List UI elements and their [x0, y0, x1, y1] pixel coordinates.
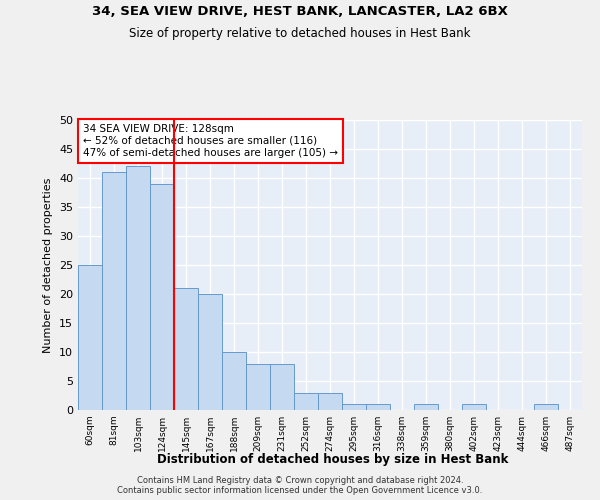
Bar — [102, 172, 126, 410]
Bar — [126, 166, 150, 410]
Text: 34 SEA VIEW DRIVE: 128sqm
← 52% of detached houses are smaller (116)
47% of semi: 34 SEA VIEW DRIVE: 128sqm ← 52% of detac… — [83, 124, 338, 158]
Bar — [270, 364, 294, 410]
Bar — [342, 404, 366, 410]
Bar — [174, 288, 198, 410]
Bar — [414, 404, 438, 410]
Bar — [198, 294, 222, 410]
Bar — [78, 265, 102, 410]
Text: 34, SEA VIEW DRIVE, HEST BANK, LANCASTER, LA2 6BX: 34, SEA VIEW DRIVE, HEST BANK, LANCASTER… — [92, 5, 508, 18]
Text: Distribution of detached houses by size in Hest Bank: Distribution of detached houses by size … — [157, 452, 509, 466]
Bar — [294, 392, 318, 410]
Y-axis label: Number of detached properties: Number of detached properties — [43, 178, 53, 352]
Bar — [462, 404, 486, 410]
Text: Contains HM Land Registry data © Crown copyright and database right 2024.
Contai: Contains HM Land Registry data © Crown c… — [118, 476, 482, 495]
Bar — [534, 404, 558, 410]
Bar — [246, 364, 270, 410]
Bar — [366, 404, 390, 410]
Text: Size of property relative to detached houses in Hest Bank: Size of property relative to detached ho… — [129, 28, 471, 40]
Bar — [222, 352, 246, 410]
Bar — [318, 392, 342, 410]
Bar — [150, 184, 174, 410]
